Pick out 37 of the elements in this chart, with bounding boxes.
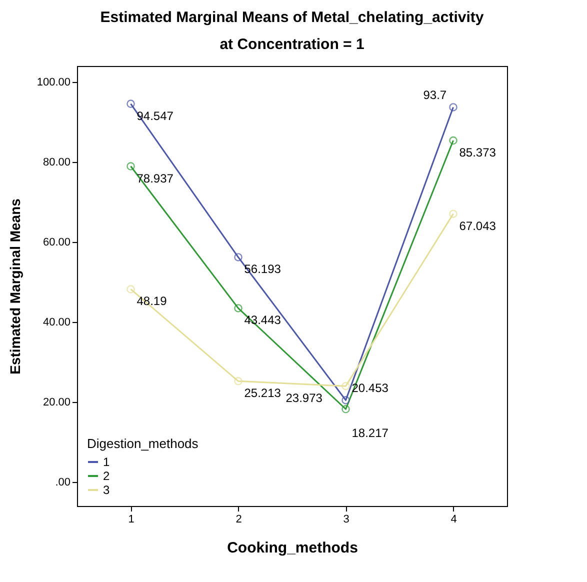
point	[449, 103, 458, 112]
point	[449, 210, 458, 218]
y-tick-label: 60.00	[42, 236, 70, 248]
point	[449, 136, 458, 145]
legend-label: 2	[103, 469, 110, 483]
data-label: 25.213	[244, 386, 282, 400]
x-axis-title: Cooking_methods	[227, 540, 358, 556]
x-tick-label: 4	[450, 514, 457, 526]
point	[126, 162, 135, 170]
data-label: 85.373	[459, 146, 496, 160]
point	[234, 253, 242, 262]
point	[342, 382, 350, 390]
x-tick-label: 1	[128, 514, 134, 526]
x-tick-label: 3	[343, 514, 350, 526]
data-label: 23.973	[286, 391, 323, 406]
chart-subtitle: at Concentration = 1	[220, 36, 364, 53]
data-label: 67.043	[459, 218, 496, 233]
legend-title: Digestion_methods	[87, 436, 199, 451]
x-tick-label: 2	[236, 514, 242, 526]
data-label: 48.19	[136, 294, 168, 308]
data-label: 93.7	[423, 88, 447, 102]
y-tick-label: .00	[55, 476, 70, 488]
point	[234, 377, 242, 386]
y-tick-label: 20.00	[42, 396, 70, 408]
y-tick-label: 80.00	[42, 156, 70, 168]
y-axis-title: Estimated Marginal Means	[6, 198, 23, 374]
point	[234, 304, 242, 312]
chart-title: Estimated Marginal Means of Metal_chelating_activity	[100, 9, 484, 26]
legend-label: 3	[103, 483, 110, 497]
data-label: 18.217	[352, 426, 389, 440]
point	[126, 100, 135, 108]
y-tick-label: 40.00	[42, 316, 70, 328]
point	[342, 405, 350, 414]
point	[126, 285, 135, 294]
point	[342, 396, 350, 404]
y-tick-label: 100.00	[36, 76, 70, 88]
legend-label: 1	[103, 455, 110, 469]
